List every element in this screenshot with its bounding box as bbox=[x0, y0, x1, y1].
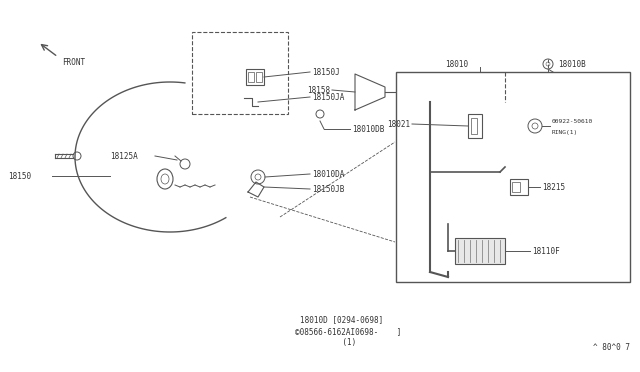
Text: ^ 80^0 7: ^ 80^0 7 bbox=[593, 343, 630, 352]
Text: 18150: 18150 bbox=[8, 171, 31, 180]
Text: 18010DA: 18010DA bbox=[312, 170, 344, 179]
Bar bbox=[246, 69, 264, 85]
Bar bbox=[471, 118, 477, 134]
Bar bbox=[510, 179, 528, 195]
Text: FRONT: FRONT bbox=[62, 58, 85, 67]
Bar bbox=[512, 182, 520, 192]
Bar bbox=[248, 72, 254, 82]
Text: 18125A: 18125A bbox=[110, 151, 138, 160]
Text: 18150JB: 18150JB bbox=[312, 185, 344, 193]
Text: 18158: 18158 bbox=[307, 86, 330, 94]
Bar bbox=[192, 32, 288, 114]
Bar bbox=[396, 72, 630, 282]
Text: 18010DB: 18010DB bbox=[352, 125, 385, 134]
Text: 18215: 18215 bbox=[542, 183, 565, 192]
Text: RING(1): RING(1) bbox=[552, 129, 579, 135]
Text: 00922-50610: 00922-50610 bbox=[552, 119, 593, 124]
Text: 18150JA: 18150JA bbox=[312, 93, 344, 102]
Text: (1): (1) bbox=[310, 337, 356, 346]
Bar bbox=[256, 72, 262, 82]
Text: 18150J: 18150J bbox=[312, 67, 340, 77]
Text: 18010: 18010 bbox=[445, 60, 468, 68]
Bar bbox=[468, 114, 482, 138]
Text: 18010D [0294-0698]: 18010D [0294-0698] bbox=[300, 315, 383, 324]
Text: ©08566-6162AI0698-    ]: ©08566-6162AI0698- ] bbox=[295, 327, 401, 337]
Text: 18110F: 18110F bbox=[532, 247, 560, 256]
Bar bbox=[455, 238, 505, 264]
Text: 18010B: 18010B bbox=[558, 60, 586, 68]
Text: 18021: 18021 bbox=[387, 119, 410, 128]
